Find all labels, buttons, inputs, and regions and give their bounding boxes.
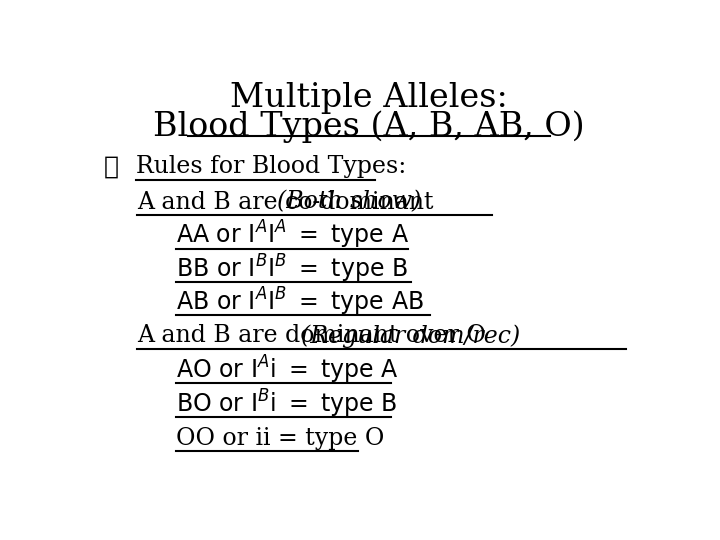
Text: Rules for Blood Types:: Rules for Blood Types: [136, 155, 406, 178]
Text: (Regular dom/rec): (Regular dom/rec) [301, 324, 520, 348]
Text: $\mathrm{BO\ or\ I^{\mathit{B}}i\ =\ type\ B}$: $\mathrm{BO\ or\ I^{\mathit{B}}i\ =\ typ… [176, 388, 398, 420]
Text: OO or ii = type O: OO or ii = type O [176, 427, 385, 450]
Text: Blood Types (A, B, AB, O): Blood Types (A, B, AB, O) [153, 111, 585, 144]
Text: $\mathrm{AA\ or\ I^{\mathit{A}}I^{\mathit{A}}\ =\ type\ A}$: $\mathrm{AA\ or\ I^{\mathit{A}}I^{\mathi… [176, 219, 410, 252]
Text: A and B are dominant over O: A and B are dominant over O [138, 325, 494, 347]
Text: $\mathrm{AO\ or\ I^{\mathit{A}}i\ =\ type\ A}$: $\mathrm{AO\ or\ I^{\mathit{A}}i\ =\ typ… [176, 354, 400, 386]
Text: Multiple Alleles:: Multiple Alleles: [230, 82, 508, 114]
Text: $\mathrm{BB\ or\ I^{\mathit{B}}I^{\mathit{B}}\ =\ type\ B}$: $\mathrm{BB\ or\ I^{\mathit{B}}I^{\mathi… [176, 252, 408, 285]
Text: $\mathrm{AB\ or\ I^{\mathit{A}}I^{\mathit{B}}\ =\ type\ AB}$: $\mathrm{AB\ or\ I^{\mathit{A}}I^{\mathi… [176, 286, 424, 318]
Text: (Both show): (Both show) [277, 191, 422, 213]
Text: A and B are co-dominant: A and B are co-dominant [138, 191, 441, 213]
Text: ❖: ❖ [104, 155, 119, 178]
